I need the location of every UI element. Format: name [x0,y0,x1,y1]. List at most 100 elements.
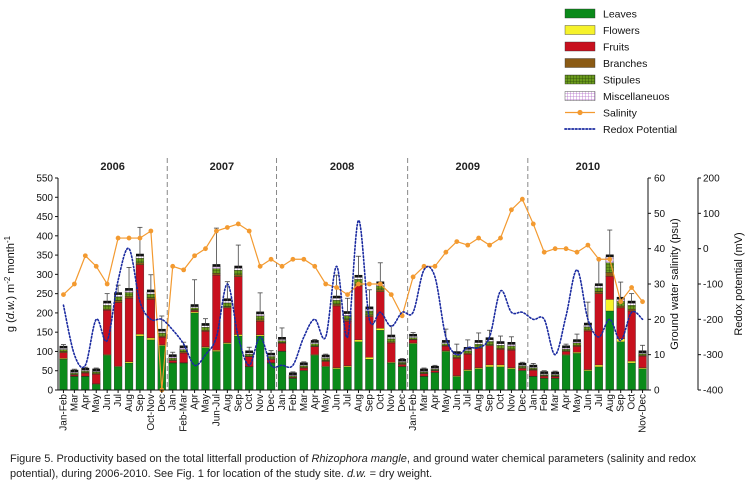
caption-abbr: d.w. [346,468,367,480]
bar-segment-stipules [365,310,374,315]
bar-segment-fruits [299,367,308,371]
x-tick-label: Oct [244,394,255,410]
salinity-point [596,256,602,262]
x-tick-label: Oct-Nov [146,394,157,431]
bar-segment-stipules [201,327,210,331]
x-tick-label: Aug [353,394,364,412]
bar-segment-branches [223,306,232,309]
bar-segment-fruits [92,374,101,384]
x-tick-label: Sep [233,394,244,412]
bar-segment-fruits [507,350,516,368]
bar-segment-leaves [496,366,505,391]
x-tick-label: Feb [288,394,299,412]
bar-segment-leaves [561,355,571,391]
x-tick-label: Apr [430,393,441,409]
bar-segment-branches [59,351,68,353]
bar-segment-miscellaneuos [529,367,538,369]
bar-segment-leaves [463,370,472,391]
bar-segment-leaves [124,362,134,391]
x-tick-label: Mar [69,393,80,411]
salinity-point [443,249,449,255]
y-axis-title-part: -2 [3,276,12,284]
bar-segment-flowers [376,328,385,331]
salinity-point [519,196,525,202]
y-axis-title-redox: Redox potential (mV) [733,232,745,335]
bar-segment-stipules [638,353,647,356]
bar-segment-miscellaneuos [551,374,560,376]
salinity-point [137,235,143,241]
bar-segment-fruits [463,354,472,370]
bar-segment-fruits [540,375,549,379]
bar-segment-miscellaneuos [572,341,582,344]
bar-segment-leaves [485,366,494,391]
bar-segment-leaves [234,335,243,391]
x-tick-label: Mar [299,393,310,411]
bar-segment-fruits [398,364,407,367]
bar-segment-stipules [135,258,145,263]
bar-segment-miscellaneuos [419,370,429,373]
bar-segment-stipules [463,350,472,354]
x-tick-label: Jan-Feb [408,394,419,431]
legend-swatch-leaves [564,8,596,19]
bar-segment-fruits [190,310,199,312]
bar-segment-miscellaneuos [561,347,571,350]
x-tick-label: Dec [157,394,168,412]
bar-segment-fruits [168,360,177,363]
bar-segment-leaves [179,362,188,391]
x-tick-label: Jan [528,394,539,410]
y-tick-label-salinity: 60 [654,174,666,185]
bar-segment-miscellaneuos [321,357,330,359]
bar-segment-stipules [430,369,440,371]
bar-segment-fruits [430,370,440,373]
y-axis-title-left: g (d.w.) m-2 month-1 [3,235,17,332]
x-tick-label: Mar [550,393,561,411]
salinity-point [618,299,624,305]
x-tick-label: Dec [266,394,277,412]
bar-segment-stipules [157,332,166,337]
bar-segment-fruits [201,331,210,347]
salinity-point [104,281,110,287]
x-tick-label: Sep [485,394,496,412]
salinity-point [640,299,645,305]
legend-swatch-stipules [564,74,596,85]
bar-segment-fruits [387,342,396,363]
salinity-point [279,263,285,269]
bar-segment-flowers [594,364,603,368]
bar-segment-branches [376,289,385,292]
y-tick-label-salinity: 50 [654,209,666,220]
legend-swatch-flowers [564,25,596,35]
salinity-point [454,239,460,245]
x-tick-label: Sep [616,394,627,412]
x-tick-label: Apr [310,393,321,409]
legend-swatch-salinity-dot [577,109,583,116]
y-tick-label-redox: -300 [703,350,723,361]
bar-segment-branches [146,297,155,300]
salinity-point [214,228,219,234]
bar-segment-branches [485,344,494,346]
legend-swatch-branches [564,58,596,68]
salinity-point [235,221,241,227]
x-tick-label: Jul [343,394,354,407]
bar-segment-branches [201,330,210,332]
salinity-point [509,207,514,213]
legend-label: Stipules [603,75,640,87]
bar-segment-stipules [561,348,571,351]
bar-segment-fruits [179,352,188,363]
bar-segment-flowers [343,365,352,368]
bar-segment-miscellaneuos [168,356,177,359]
bar-segment-miscellaneuos [234,268,243,271]
x-tick-label: May [441,394,452,413]
bar-segment-leaves [212,351,221,391]
y-axis-title-part: month [5,243,17,277]
bar-segment-stipules [551,374,560,377]
salinity-point [410,274,416,280]
x-tick-label: Nov [255,394,266,412]
bar-segment-leaves [70,376,79,391]
bar-segment-branches [256,319,265,322]
bar-segment-branches [616,305,625,309]
x-tick-label: Jun [452,394,463,410]
bar-segment-miscellaneuos [354,277,363,280]
bar-segment-miscellaneuos [81,370,90,372]
bar-segment-leaves [114,366,123,391]
bar-segment-branches [452,357,461,359]
